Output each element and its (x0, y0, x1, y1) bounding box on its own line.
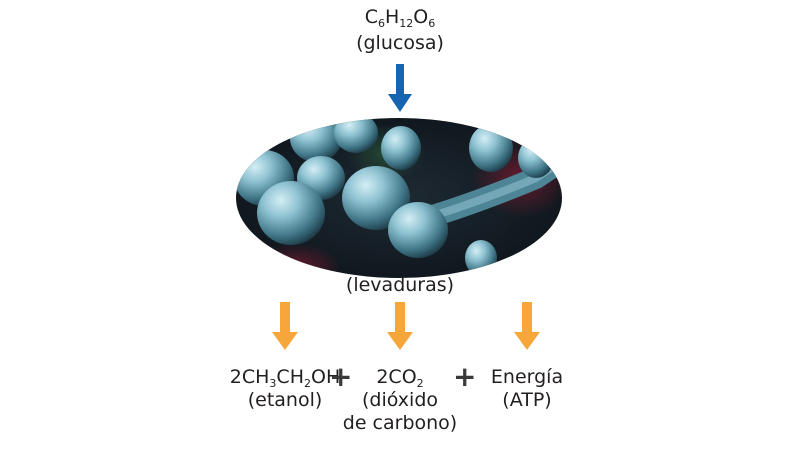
down-arrow-icon (514, 302, 540, 350)
down-arrow-icon (388, 64, 412, 112)
energy-label: Energía (490, 366, 564, 388)
yeast-cells-image (236, 118, 562, 278)
glucose-formula: C6H12O6 (364, 6, 436, 30)
ethanol-formula: 2CH3CH2OH (229, 366, 341, 390)
ethanol-label: (etanol) (247, 389, 323, 411)
atp-label: (ATP) (502, 389, 552, 411)
down-arrow-icon (272, 302, 298, 350)
down-arrow-icon (387, 302, 413, 350)
plus-operator: + (329, 360, 353, 393)
yeast-label: (levaduras) (345, 274, 455, 296)
co2-formula: 2CO2 (376, 366, 424, 390)
glucose-label: (glucosa) (356, 32, 444, 54)
co2-label-line2: de carbono) (342, 412, 458, 434)
plus-operator: + (453, 360, 477, 393)
co2-label-line1: (dióxido (362, 389, 438, 411)
